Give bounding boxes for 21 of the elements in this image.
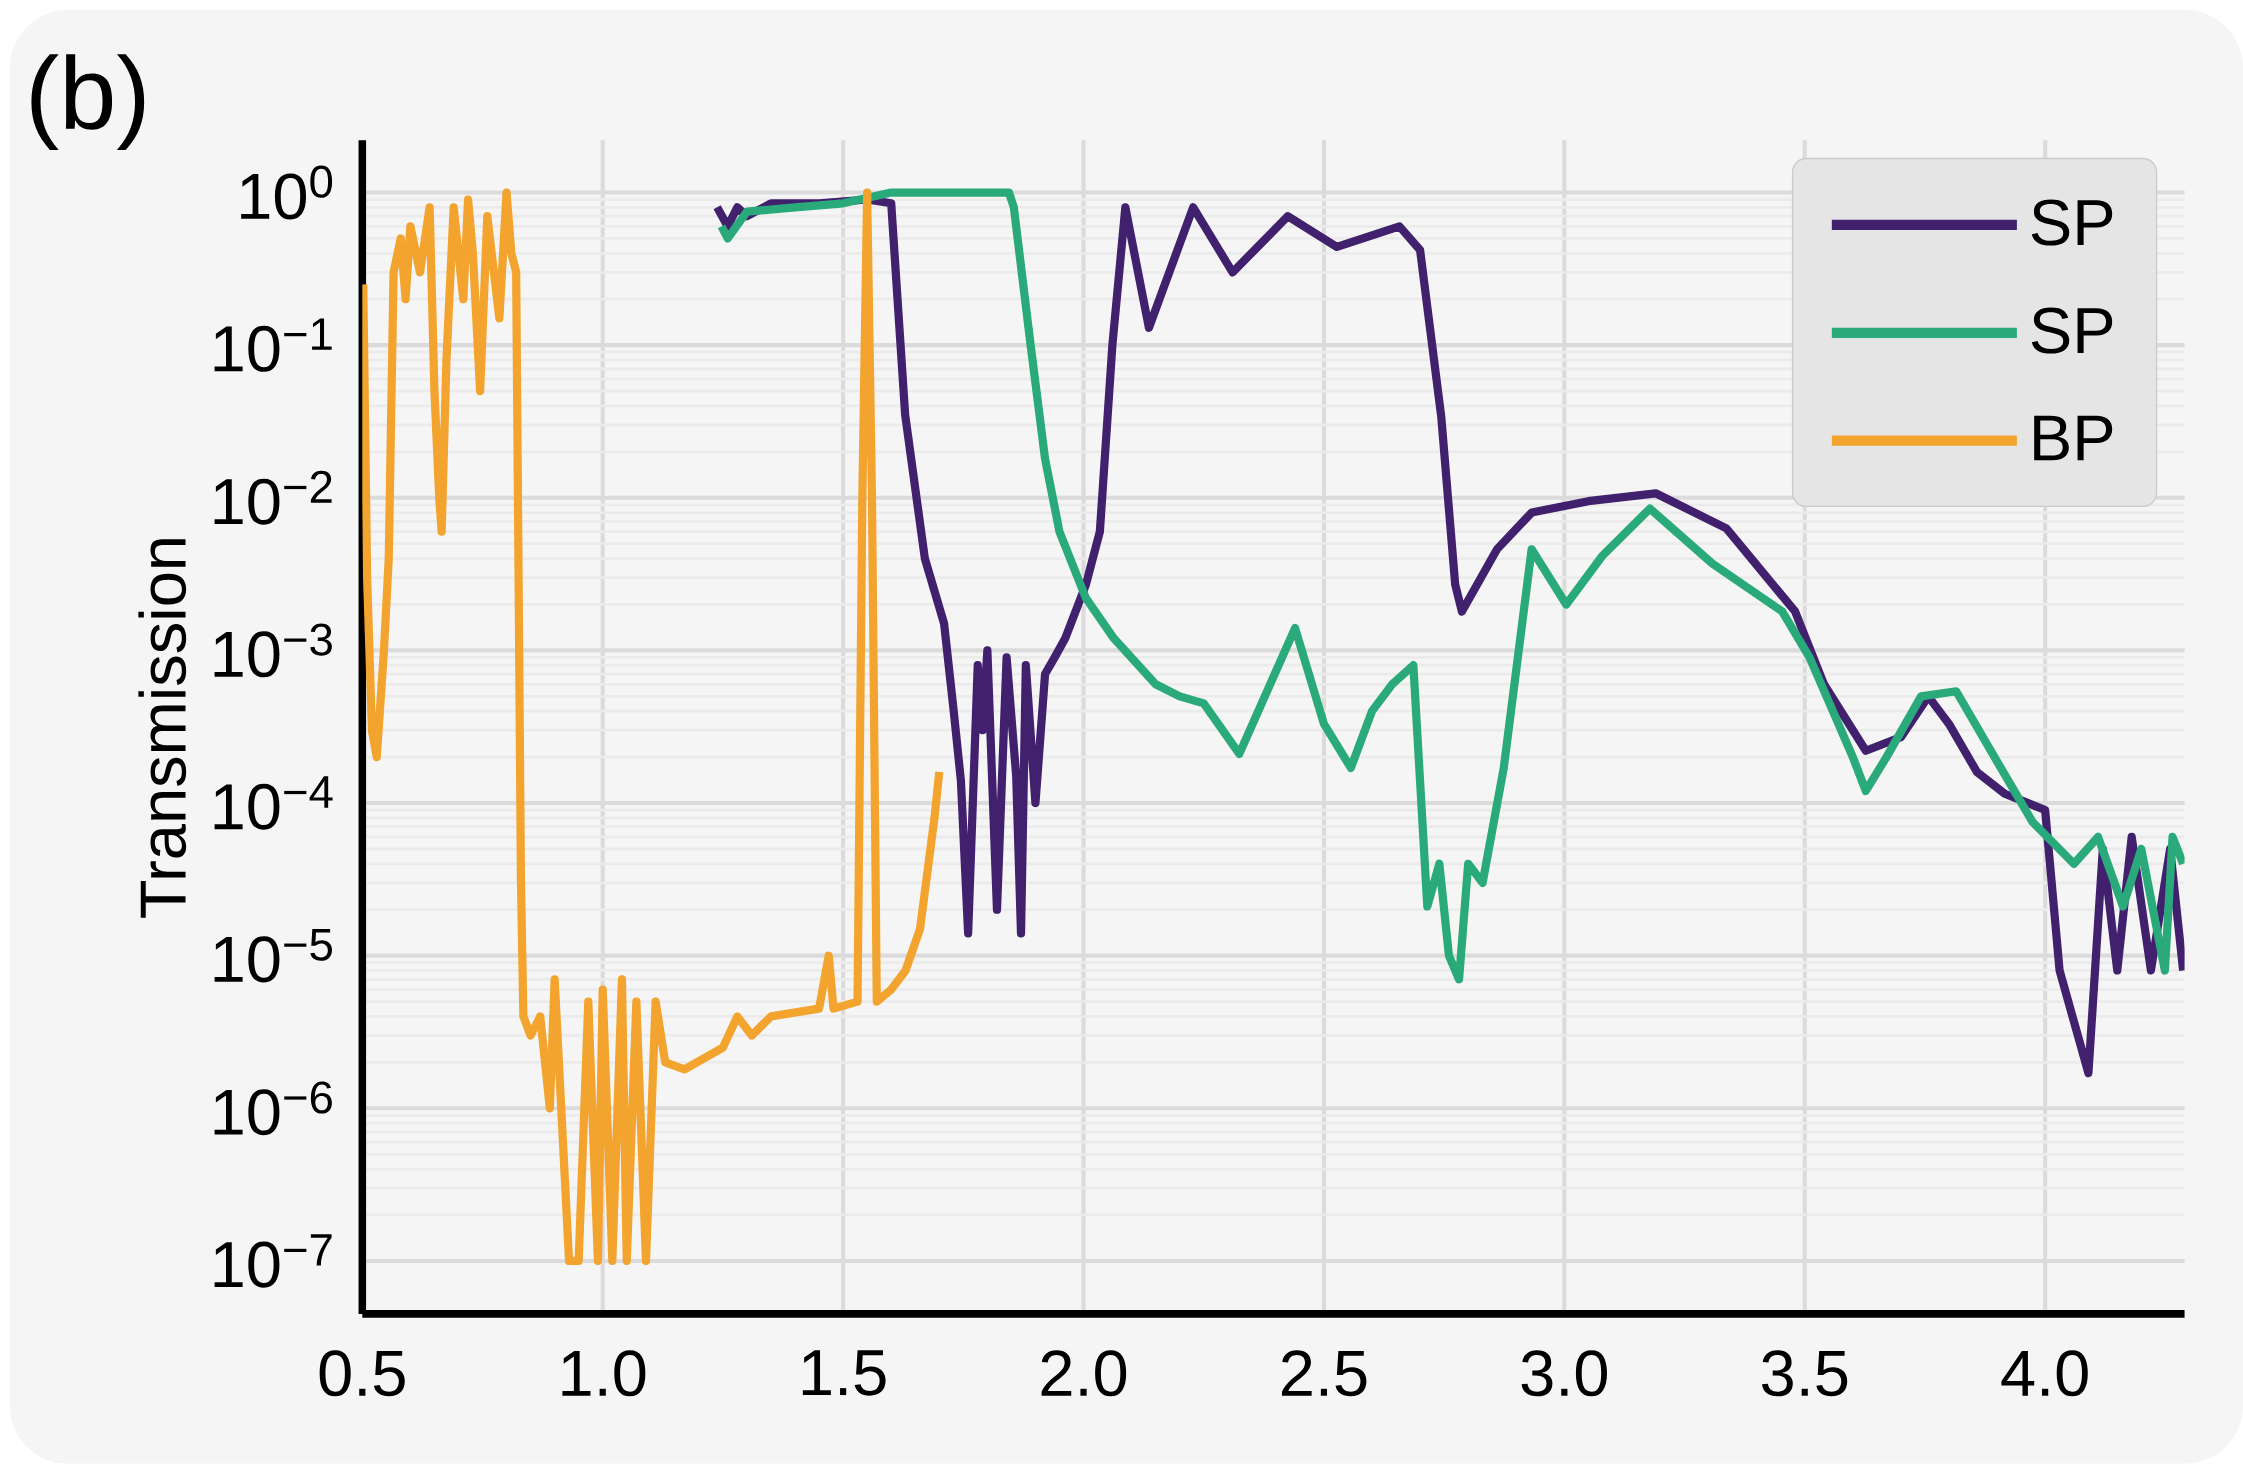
y-tick-label: 10$^{−1}$	[214, 318, 332, 372]
x-tick-label: 2.5	[1282, 1350, 1367, 1397]
y-tick-label: 10$^{−6}$	[214, 1081, 332, 1136]
x-tick-label: 0.5	[319, 1350, 405, 1397]
x-tick-label: 2.0	[1041, 1350, 1127, 1397]
x-tick-label: 1.0	[562, 1350, 646, 1397]
y-axis-title: Transmission	[138, 539, 187, 918]
y-tick-label: 10$^{−5}$	[214, 929, 332, 983]
y-tick-label: 10$^{−2}$	[214, 470, 332, 525]
legend-label: SP	[2031, 199, 2113, 246]
legend-label: BP	[2034, 415, 2113, 461]
text: (b)	[31, 54, 145, 150]
y-tick-label: 10$^{0}$	[241, 165, 333, 220]
x-tick-label: 3.5	[1762, 1350, 1848, 1397]
y-tick-label: 10$^{−4}$	[214, 776, 333, 830]
y-tick-label: 10$^{−3}$	[214, 623, 332, 678]
x-tick-label: 1.5	[802, 1350, 886, 1396]
x-tick-label: 3.0	[1521, 1350, 1607, 1397]
x-tick-label: 4.0	[2001, 1350, 2088, 1397]
legend-label: SP	[2031, 307, 2113, 354]
y-tick-label: 10$^{−7}$	[214, 1234, 332, 1288]
